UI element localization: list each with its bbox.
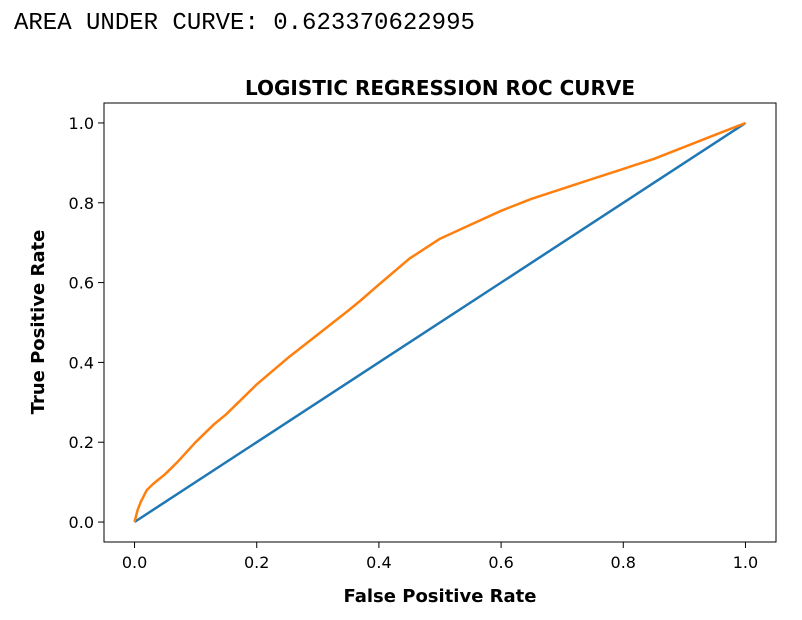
plot-frame bbox=[103, 102, 777, 543]
y-tick-label: 0.0 bbox=[69, 513, 94, 532]
x-tick-label: 0.4 bbox=[366, 553, 391, 572]
x-tick-label: 1.0 bbox=[733, 553, 758, 572]
roc-curve-line bbox=[133, 121, 746, 523]
y-tick-label: 1.0 bbox=[69, 114, 94, 133]
x-tick-label: 0.6 bbox=[488, 553, 513, 572]
series-lines bbox=[133, 121, 747, 524]
auc-score-text: AREA UNDER CURVE: 0.623370622995 bbox=[14, 10, 475, 37]
x-axis-label: False Positive Rate bbox=[344, 586, 537, 607]
y-axis-label: True Positive Rate bbox=[28, 230, 49, 415]
axis-ticks: 0.0 0.2 0.4 0.6 0.8 1.0 0.0 0.2 0.4 0.6 0.8 1.0 bbox=[69, 114, 759, 572]
y-tick-label: 0.6 bbox=[69, 274, 94, 293]
chart-title: LOGISTIC REGRESSION ROC CURVE bbox=[245, 76, 635, 100]
y-tick-label: 0.8 bbox=[69, 194, 94, 213]
baseline-diagonal-line bbox=[133, 121, 747, 524]
y-tick-label: 0.4 bbox=[69, 353, 94, 372]
x-tick-label: 0.0 bbox=[122, 553, 147, 572]
x-tick-label: 0.2 bbox=[244, 553, 269, 572]
y-tick-label: 0.2 bbox=[69, 433, 94, 452]
x-tick-label: 0.8 bbox=[611, 553, 636, 572]
